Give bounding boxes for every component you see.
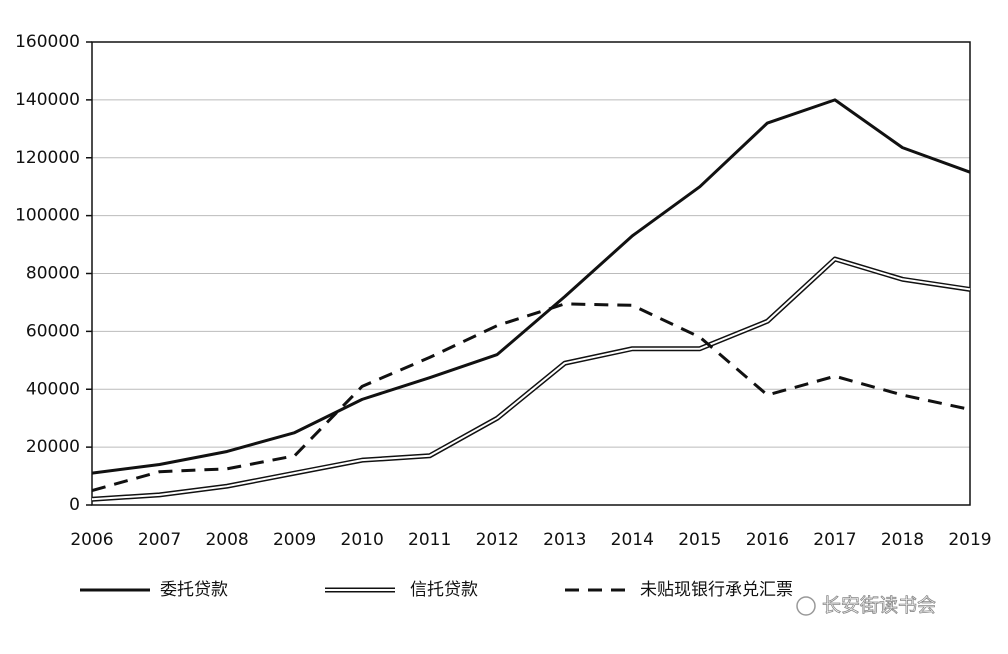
- x-tick-label: 2012: [476, 530, 519, 550]
- x-tick-label: 2009: [273, 530, 316, 550]
- y-tick-label: 0: [69, 495, 80, 515]
- legend-label: 未贴现银行承兑汇票: [640, 580, 793, 600]
- series-line: [91, 302, 971, 492]
- x-tick-label: 2010: [341, 530, 384, 550]
- x-tick-label: 2014: [611, 530, 654, 550]
- y-tick-label: 160000: [15, 32, 80, 52]
- x-tick-label: 2017: [813, 530, 856, 550]
- x-tick-label: 2019: [948, 530, 991, 550]
- x-tick-label: 2016: [746, 530, 789, 550]
- y-tick-label: 80000: [26, 264, 80, 284]
- watermark: 长安街读书会: [822, 595, 936, 617]
- x-tick-label: 2008: [205, 530, 248, 550]
- series-line: [91, 98, 971, 475]
- plot-frame: [91, 41, 971, 506]
- y-tick-label: 40000: [26, 379, 80, 399]
- y-tick-label: 140000: [15, 90, 80, 110]
- x-tick-label: 2006: [70, 530, 113, 550]
- legend-label: 委托贷款: [160, 580, 228, 600]
- x-tick-label: 2013: [543, 530, 586, 550]
- x-tick-label: 2018: [881, 530, 924, 550]
- watermark-icon: [796, 596, 816, 616]
- y-tick-label: 60000: [26, 321, 80, 341]
- x-tick-label: 2015: [678, 530, 721, 550]
- legend-label: 信托贷款: [410, 580, 478, 600]
- y-tick-label: 100000: [15, 206, 80, 226]
- y-tick-label: 20000: [26, 437, 80, 457]
- x-tick-label: 2007: [138, 530, 181, 550]
- x-tick-label: 2011: [408, 530, 451, 550]
- y-tick-label: 120000: [15, 148, 80, 168]
- series-line-inner: [91, 258, 971, 501]
